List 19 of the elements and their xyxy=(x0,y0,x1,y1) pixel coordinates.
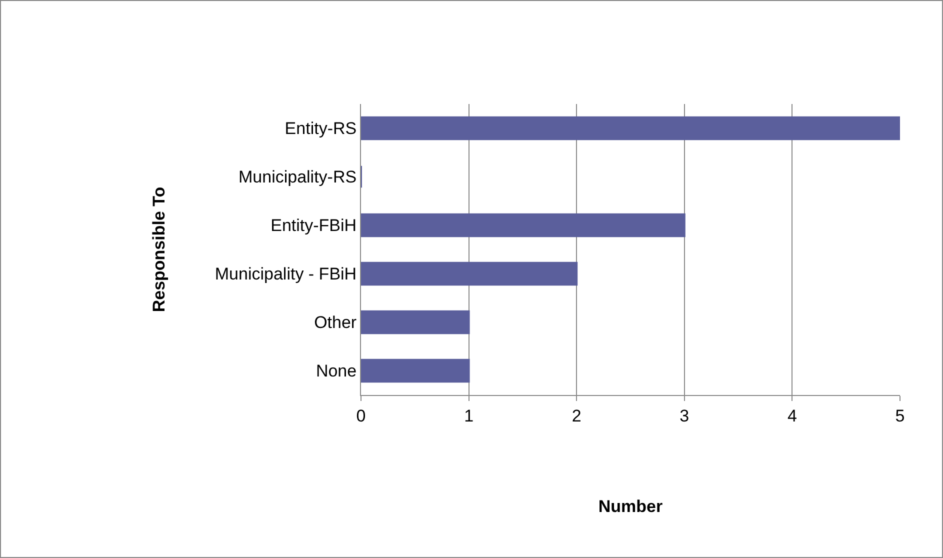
bar xyxy=(361,213,686,238)
x-tick-label: 5 xyxy=(895,406,905,426)
y-tick-label: Other xyxy=(314,313,357,332)
y-tick-label: Municipality - FBiH xyxy=(214,264,357,284)
y-axis-title: Responsible To xyxy=(149,186,168,312)
bar xyxy=(361,262,578,286)
bar xyxy=(361,310,470,334)
x-tick-label: 4 xyxy=(787,406,797,426)
y-tick-label: Entity-FBiH xyxy=(270,216,357,236)
x-tick-label: 1 xyxy=(464,406,474,426)
y-tick-label: None xyxy=(316,362,357,381)
x-tick-label: 3 xyxy=(680,406,690,426)
bar xyxy=(361,116,900,140)
y-tick-label: Entity-RS xyxy=(284,119,357,138)
y-tick-label: Municipality-RS xyxy=(238,168,357,187)
x-tick-label: 2 xyxy=(572,406,582,426)
bar xyxy=(361,358,470,383)
x-tick-label: 0 xyxy=(356,406,366,426)
x-axis-title: Number xyxy=(598,496,663,516)
